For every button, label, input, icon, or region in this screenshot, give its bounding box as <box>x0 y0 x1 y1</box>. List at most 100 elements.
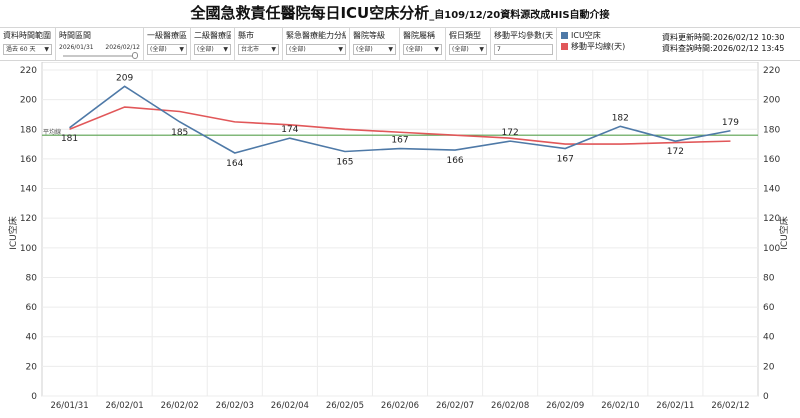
filter-bar: 資料時間範圍 過去 60 天 ▼ 時間區間 2026/01/31 2026/02/… <box>0 27 800 61</box>
reference-line-group: 平均線 <box>42 128 758 136</box>
emergency-capacity-value: (全部) <box>289 46 306 53</box>
x-axis: 26/01/31 26/02/01 26/02/02 26/02/03 26/02/04… <box>50 401 749 411</box>
update-time: 資料更新時間:2026/02/12 10:30 <box>662 33 785 42</box>
y-tick-label-right: 120 <box>763 214 780 224</box>
time-interval-slider[interactable] <box>59 52 140 60</box>
level1-select[interactable]: (全部) ▼ <box>147 44 187 55</box>
holiday-type-select[interactable]: (全部) ▼ <box>449 44 487 55</box>
filter-time-range: 資料時間範圍 過去 60 天 ▼ <box>0 28 56 61</box>
hospital-level-value: (全部) <box>356 46 373 53</box>
chevron-down-icon: ▼ <box>479 46 484 53</box>
y-tick-label-right: 40 <box>763 333 775 343</box>
legend-item-icu[interactable]: ICU空床 <box>561 30 655 41</box>
y-tick-label-right: 160 <box>763 155 780 165</box>
data-label: 167 <box>391 136 408 146</box>
y-tick-label-left: 140 <box>20 185 37 195</box>
x-tick-label: 26/02/05 <box>326 401 364 411</box>
filter-holiday-type: 假日類型 (全部) ▼ <box>446 28 491 61</box>
filter-level1: 一級醫療區 (全部) ▼ <box>144 28 191 61</box>
data-label: 179 <box>722 118 739 128</box>
emergency-capacity-select[interactable]: (全部) ▼ <box>286 44 346 55</box>
filter-emergency-capacity: 緊急醫療能力分級 (全部) ▼ <box>283 28 350 61</box>
chevron-down-icon: ▼ <box>338 46 343 53</box>
data-label: 172 <box>502 128 519 138</box>
y-tick-label-right: 220 <box>763 66 780 76</box>
level2-value: (全部) <box>197 46 214 53</box>
legend-swatch-icu <box>561 32 568 39</box>
interval-end-date: 2026/02/12 <box>105 44 140 51</box>
series-group <box>69 85 731 154</box>
filter-county: 縣市 台北市 ▼ <box>235 28 283 61</box>
y-axis-left: 0 20 40 60 80 100 120 140 160 180 200 220 <box>20 66 37 402</box>
moving-avg-input[interactable]: 7 <box>494 44 553 55</box>
x-tick-label: 26/02/03 <box>216 401 254 411</box>
plot-frame <box>41 61 759 397</box>
chevron-down-icon: ▼ <box>223 46 228 53</box>
filter-county-label: 縣市 <box>238 31 254 40</box>
filter-moving-avg-label: 移動平均參數(天) <box>494 31 553 40</box>
y-tick-label-left: 0 <box>31 392 37 402</box>
x-tick-label: 26/02/08 <box>491 401 529 411</box>
data-label: 166 <box>446 156 463 166</box>
filter-holiday-type-label: 假日類型 <box>449 31 481 40</box>
filter-hospital-level-label: 醫院等級 <box>353 31 385 40</box>
update-info: 資料更新時間:2026/02/12 10:30 資料查詢時間:2026/02/1… <box>662 32 784 54</box>
y-tick-label-left: 200 <box>20 96 37 106</box>
page-title: 全國急救責任醫院每日ICU空床分析 <box>190 4 430 22</box>
gridlines <box>42 69 758 397</box>
series-line[interactable] <box>69 106 731 145</box>
chevron-down-icon: ▼ <box>179 46 184 53</box>
filter-hospital-type-label: 醫院屬稱 <box>403 31 435 40</box>
x-tick-label: 26/02/10 <box>601 401 639 411</box>
data-label: 181 <box>61 134 78 144</box>
x-tick-label: 26/02/07 <box>436 401 474 411</box>
y-tick-label-left: 220 <box>20 66 37 76</box>
chevron-down-icon: ▼ <box>434 46 439 53</box>
page-subtitle: _自109/12/20資料源改成HIS自動介接 <box>429 10 610 21</box>
line-chart: 0 20 40 60 80 100 120 140 160 180 200 220 0 20 40 60 80… <box>7 61 790 411</box>
data-label: 174 <box>281 125 298 135</box>
filter-hospital-level: 醫院等級 (全部) ▼ <box>350 28 400 61</box>
time-range-value: 過去 60 天 <box>6 46 36 53</box>
data-label: 167 <box>557 155 574 165</box>
slider-handle-end[interactable] <box>132 52 138 59</box>
reference-line-label: 平均線 <box>43 128 61 136</box>
filter-level2: 二級醫療區 (全部) ▼ <box>191 28 235 61</box>
holiday-type-value: (全部) <box>452 46 469 53</box>
filter-level2-label: 二級醫療區 <box>194 31 231 40</box>
legend-item-moving-avg[interactable]: 移動平均線(天) <box>561 41 655 52</box>
y-tick-label-right: 100 <box>763 244 780 254</box>
x-tick-label: 26/02/02 <box>161 401 199 411</box>
data-label: 209 <box>116 73 133 83</box>
x-tick-label: 26/02/12 <box>711 401 749 411</box>
filter-hospital-type: 醫院屬稱 (全部) ▼ <box>400 28 446 61</box>
y-tick-label-right: 180 <box>763 125 780 135</box>
x-tick-label: 26/02/09 <box>546 401 584 411</box>
data-labels: 181 209 185 164 174 165 167 166 172 167 182 172 179 <box>61 73 739 169</box>
query-time: 資料查詢時間:2026/02/12 13:45 <box>662 44 785 53</box>
slider-track <box>63 55 136 57</box>
time-range-select[interactable]: 過去 60 天 ▼ <box>3 44 52 55</box>
x-tick-label: 26/02/04 <box>271 401 309 411</box>
chevron-down-icon: ▼ <box>271 46 276 53</box>
y-tick-label-left: 60 <box>26 303 38 313</box>
legend-label-icu: ICU空床 <box>571 31 601 40</box>
filter-moving-avg: 移動平均參數(天) 7 <box>491 28 557 61</box>
level1-value: (全部) <box>150 46 167 53</box>
county-value: 台北市 <box>241 46 260 53</box>
y-tick-label-right: 60 <box>763 303 775 313</box>
hospital-type-select[interactable]: (全部) ▼ <box>403 44 442 55</box>
data-label: 165 <box>336 158 353 168</box>
level2-select[interactable]: (全部) ▼ <box>194 44 231 55</box>
series-line[interactable] <box>69 85 731 154</box>
legend-swatch-moving-avg <box>561 43 568 50</box>
data-label: 185 <box>171 128 188 138</box>
filter-emergency-capacity-label: 緊急醫療能力分級 <box>286 31 346 40</box>
hospital-level-select[interactable]: (全部) ▼ <box>353 44 396 55</box>
y-tick-label-left: 120 <box>20 214 37 224</box>
y-tick-label-right: 200 <box>763 96 780 106</box>
county-select[interactable]: 台北市 ▼ <box>238 44 279 55</box>
y-tick-label-right: 140 <box>763 185 780 195</box>
y-tick-label-left: 160 <box>20 155 37 165</box>
x-tick-label: 26/02/11 <box>656 401 694 411</box>
